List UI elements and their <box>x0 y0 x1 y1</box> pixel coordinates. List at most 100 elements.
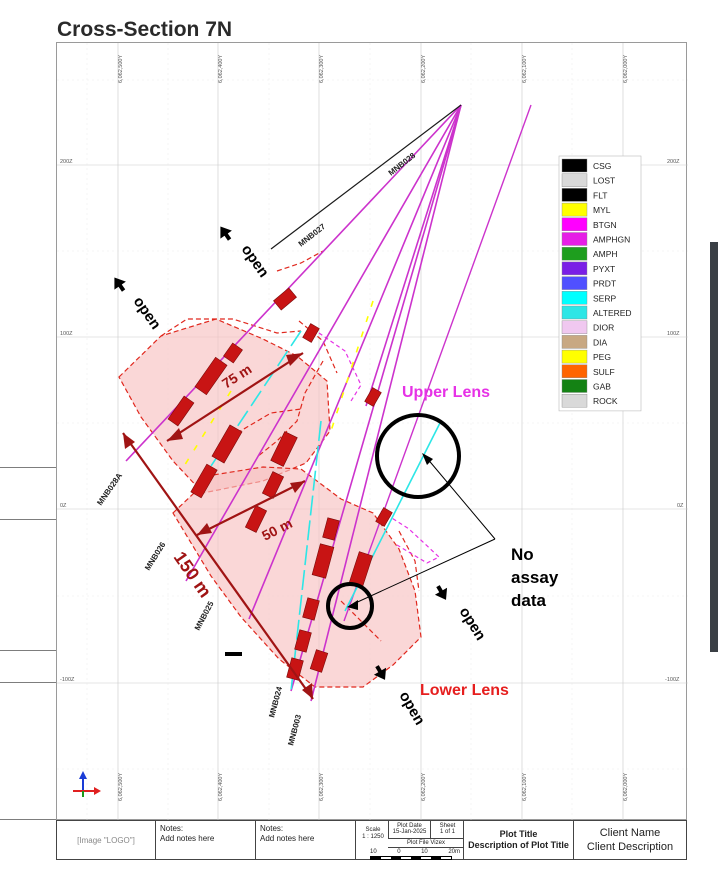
plot-file-label: Plot File Vizex <box>407 840 445 846</box>
legend-label: PEG <box>593 352 611 362</box>
legend: CSG LOST FLT MYL BTGN AMPHGN AMPH PYXT PRDT SERP A… <box>558 155 642 412</box>
extension-line <box>0 519 56 520</box>
legend-swatch <box>561 232 588 246</box>
legend-label: DIOR <box>593 323 614 333</box>
drill-hole-mnb026 <box>185 104 462 582</box>
lower-lens-label: Lower Lens <box>420 682 509 699</box>
no-assay-label: No assay data <box>511 545 559 610</box>
ore-intercept <box>302 323 320 343</box>
drill-hole-mnb027 <box>365 104 462 407</box>
open-arrow <box>434 585 448 600</box>
legend-label: LOST <box>593 176 615 186</box>
dimension-50m <box>196 480 306 536</box>
scale-bar: 10 0 10 20m <box>370 849 460 855</box>
legend-swatch <box>561 276 588 290</box>
northing-label: 6,062,500Y <box>118 773 124 801</box>
client-description: Client Description <box>586 841 674 853</box>
legend-swatch <box>561 305 588 320</box>
scale-value: 1 : 1250 <box>362 834 384 840</box>
legend-swatch <box>561 217 588 232</box>
legend-label: SERP <box>593 293 616 303</box>
dimension-lines <box>122 352 314 700</box>
legend-swatch <box>561 246 588 261</box>
scale-cell: Scale 1 : 1250 Plot Date 15-Jan-2025 She… <box>356 821 464 860</box>
legend-swatch <box>561 202 588 217</box>
legend-swatch <box>561 320 588 334</box>
northing-labels: 6,062,500Y 6,062,400Y 6,062,300Y 6,062,2… <box>118 55 629 801</box>
client-name: Client Name <box>599 827 661 839</box>
elevation-label: 100Z <box>667 331 680 337</box>
no-assay-circle-upper <box>375 413 461 499</box>
plot-description: Description of Plot Title <box>468 840 569 850</box>
extension-line <box>0 650 56 651</box>
legend-swatch <box>561 364 588 378</box>
open-label: open <box>238 242 272 281</box>
elevation-label: 100Z <box>60 331 73 337</box>
legend-label: MYL <box>593 205 611 215</box>
plot-title-cell: Plot Title Description of Plot Title <box>464 821 574 859</box>
open-arrows <box>114 226 448 680</box>
hole-segment-peg <box>330 300 374 432</box>
legend-label: DIA <box>593 337 608 347</box>
elevation-label: 200Z <box>60 159 73 165</box>
open-arrow <box>373 665 387 680</box>
open-label: open <box>130 294 164 333</box>
open-label: open <box>456 604 489 643</box>
drill-hole-mnb028 <box>270 104 462 250</box>
northing-label: 6,062,000Y <box>623 773 629 801</box>
ore-intercept <box>311 543 335 579</box>
drill-hole-mnb003 <box>310 104 462 702</box>
hole-label-mnb028: MNB028 <box>387 151 418 178</box>
upper-lens-label: Upper Lens <box>402 384 490 401</box>
legend-swatch <box>561 291 588 305</box>
no-assay-circle-lower <box>326 582 374 630</box>
side-panel-edge <box>710 242 718 652</box>
legend-label: PRDT <box>593 279 616 289</box>
elevation-label: 200Z <box>667 159 680 165</box>
section-title: Cross-Section 7N <box>57 18 233 41</box>
sheet-value: 1 of 1 <box>439 829 455 835</box>
notes-cell: Notes: Add notes here <box>256 821 356 859</box>
title-block: [Image "LOGO"] Notes: Add notes here Not… <box>56 820 687 860</box>
northing-label: 6,062,500Y <box>118 55 124 83</box>
legend-swatch <box>561 158 588 173</box>
elevation-label: -100Z <box>665 677 680 683</box>
legend-swatch <box>561 188 588 202</box>
notes-label: Notes: <box>260 824 284 833</box>
axis-triad <box>73 771 101 797</box>
ore-intercept <box>211 424 243 464</box>
scale-dash <box>225 652 242 656</box>
legend-swatch <box>561 335 588 349</box>
notes-label: Notes: <box>160 824 184 833</box>
hole-label-mnb026: MNB026 <box>143 540 168 572</box>
legend-label: SULF <box>593 367 615 377</box>
ore-intercept <box>167 395 195 427</box>
svg-text:No: No <box>511 545 534 564</box>
northing-label: 6,062,200Y <box>421 773 427 801</box>
northing-label: 6,062,000Y <box>623 55 629 83</box>
ore-intercept <box>375 507 393 527</box>
drill-hole-east <box>343 104 532 622</box>
legend-label: AMPH <box>593 249 618 259</box>
callout-arrowhead <box>347 600 358 610</box>
dimension-75m <box>166 352 304 442</box>
scale-label: Scale <box>365 827 381 833</box>
drill-hole-mnb025 <box>248 104 462 620</box>
legend-label: ALTERED <box>593 308 632 318</box>
elevation-label: 0Z <box>677 503 684 509</box>
northing-label: 6,062,100Y <box>522 55 528 83</box>
northing-label: 6,062,400Y <box>218 55 224 83</box>
open-arrow <box>114 277 126 292</box>
legend-swatch <box>561 394 588 408</box>
svg-text:assay: assay <box>511 568 559 587</box>
callout-lines <box>350 456 496 606</box>
plot-date-label: Plot Date <box>397 823 422 829</box>
hole-label-mnb024: MNB024 <box>267 685 284 718</box>
elevation-labels: 200Z 200Z 100Z 100Z 0Z 0Z -100Z -100Z <box>60 159 684 683</box>
hole-label-mnb028a: MNB028A <box>95 471 124 507</box>
legend-label: AMPHGN <box>593 235 630 245</box>
extension-line <box>0 682 56 683</box>
lens-outlines <box>160 250 420 642</box>
ore-intercept <box>190 463 218 499</box>
northing-label: 6,062,200Y <box>421 55 427 83</box>
